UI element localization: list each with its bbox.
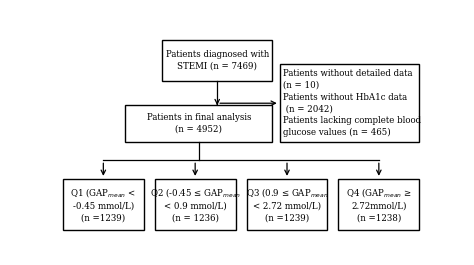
FancyBboxPatch shape [155, 179, 236, 230]
FancyBboxPatch shape [338, 179, 419, 230]
Text: Patients without detailed data
(n = 10)
Patients without HbA1c data
 (n = 2042)
: Patients without detailed data (n = 10) … [283, 69, 421, 137]
Text: Q2 (-0.45 ≤ GAP$_{mean}$
< 0.9 mmol/L)
(n = 1236): Q2 (-0.45 ≤ GAP$_{mean}$ < 0.9 mmol/L) (… [150, 186, 241, 223]
Text: Patients in final analysis
(n = 4952): Patients in final analysis (n = 4952) [146, 113, 251, 134]
Text: Patients diagnosed with
STEMI (n = 7469): Patients diagnosed with STEMI (n = 7469) [165, 50, 269, 71]
FancyBboxPatch shape [125, 105, 272, 142]
FancyBboxPatch shape [162, 40, 272, 81]
Text: Q3 (0.9 ≤ GAP$_{mean}$
< 2.72 mmol/L)
(n =1239): Q3 (0.9 ≤ GAP$_{mean}$ < 2.72 mmol/L) (n… [246, 186, 328, 223]
Text: Q1 (GAP$_{mean}$ <
-0.45 mmol/L)
(n =1239): Q1 (GAP$_{mean}$ < -0.45 mmol/L) (n =123… [70, 186, 137, 223]
FancyBboxPatch shape [246, 179, 328, 230]
FancyBboxPatch shape [63, 179, 144, 230]
FancyBboxPatch shape [280, 64, 419, 142]
Text: Q4 (GAP$_{mean}$ ≥
2.72mmol/L)
(n =1238): Q4 (GAP$_{mean}$ ≥ 2.72mmol/L) (n =1238) [346, 186, 412, 223]
